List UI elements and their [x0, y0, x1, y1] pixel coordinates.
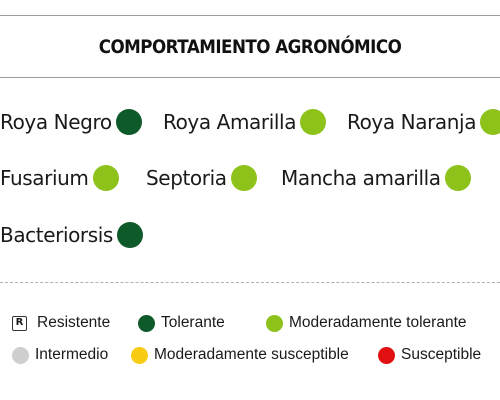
disease-roya-amarilla: Roya Amarilla [163, 109, 327, 135]
rating-dot [230, 165, 257, 191]
legend-label: Moderadamente tolerante [289, 314, 467, 331]
rating-dot [92, 165, 119, 191]
legend-moderadamente-susceptible: Moderadamente susceptible [131, 346, 349, 364]
disease-mancha-amarilla: Mancha amarilla [281, 165, 471, 191]
rating-dot [116, 222, 143, 248]
disease-bacteriorsis: Bacteriorsis [0, 222, 143, 248]
legend-dot [266, 314, 283, 332]
disease-label: Bacteriorsis [0, 223, 113, 247]
legend-dot [131, 346, 148, 364]
rating-dot [480, 109, 500, 135]
legend-label: Resistente [37, 314, 111, 331]
disease-label: Fusarium [0, 166, 89, 190]
disease-fusarium: Fusarium [0, 165, 119, 191]
rating-dot [115, 109, 142, 135]
rating-dot [300, 109, 327, 135]
legend-resistente: R Resistente [12, 314, 110, 332]
legend-label: Susceptible [401, 346, 482, 363]
legend-dot [138, 314, 155, 332]
disease-roya-naranja: Roya Naranja [347, 109, 500, 135]
title-divider [0, 77, 500, 78]
legend-label: Tolerante [161, 314, 225, 331]
top-divider [0, 15, 500, 16]
legend-divider [0, 282, 500, 283]
disease-roya-negro: Roya Negro [0, 109, 142, 135]
disease-label: Roya Naranja [347, 110, 477, 134]
legend-tolerante: Tolerante [138, 314, 225, 332]
legend-dot [378, 346, 395, 364]
disease-label: Roya Amarilla [163, 110, 297, 134]
legend-moderadamente-tolerante: Moderadamente tolerante [266, 314, 467, 332]
legend-dot [12, 346, 29, 364]
legend-label: Intermedio [35, 346, 109, 363]
resistente-box-icon: R [12, 315, 27, 331]
disease-label: Septoria [146, 166, 227, 190]
legend-susceptible: Susceptible [378, 346, 481, 364]
section-title: COMPORTAMIENTO AGRONÓMICO [98, 36, 402, 58]
disease-label: Mancha amarilla [281, 166, 441, 190]
legend-intermedio: Intermedio [12, 346, 108, 364]
rating-dot [444, 165, 471, 191]
legend-label: Moderadamente susceptible [154, 346, 349, 363]
disease-label: Roya Negro [0, 110, 112, 134]
disease-septoria: Septoria [146, 165, 257, 191]
